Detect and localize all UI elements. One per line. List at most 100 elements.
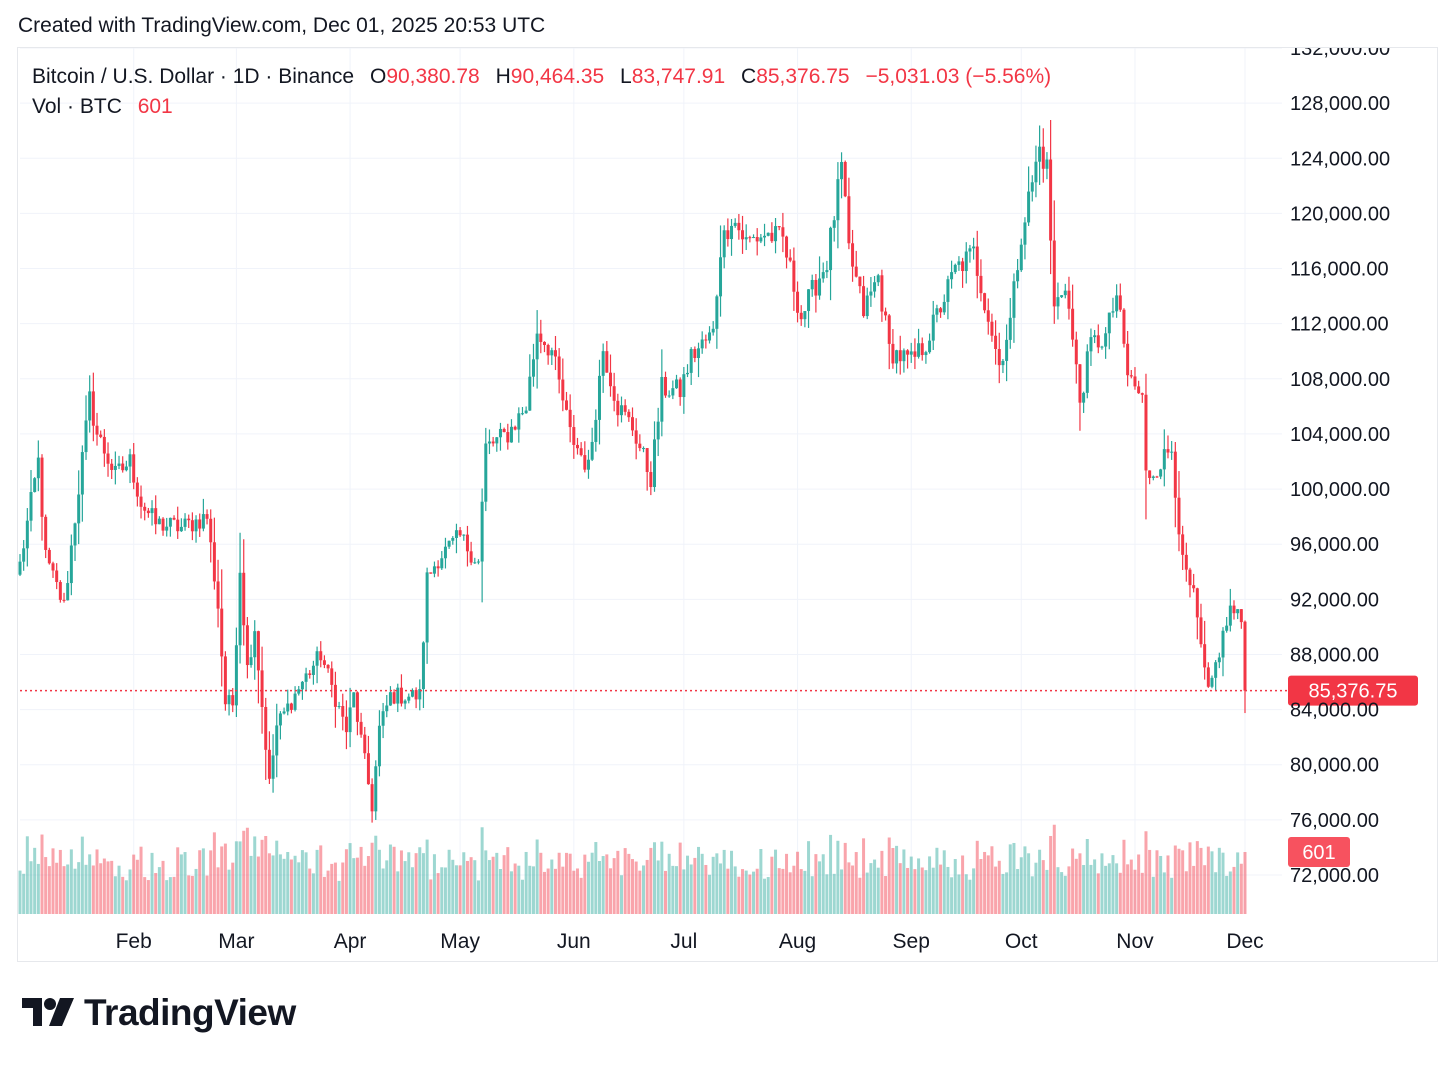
tradingview-logo[interactable]: TradingView: [22, 992, 296, 1034]
price-tick-label: 84,000.00: [1290, 700, 1379, 722]
candle-body: [568, 409, 572, 428]
volume-bar: [876, 867, 880, 914]
last-volume-badge: [1288, 837, 1350, 867]
candle-body: [1221, 630, 1225, 658]
candle-body: [267, 749, 271, 779]
candle-body: [1162, 449, 1166, 470]
volume-bar: [924, 870, 928, 914]
candle-body: [612, 386, 616, 401]
candle-body: [341, 706, 345, 717]
time-tick-label: Sep: [893, 930, 930, 953]
candle-body: [873, 282, 877, 292]
candle-body: [484, 443, 488, 502]
volume-bar: [531, 866, 535, 914]
candle-body: [1232, 605, 1236, 614]
candle-body: [653, 439, 657, 488]
volume-bar: [300, 850, 304, 914]
candle-body: [586, 459, 590, 470]
volume-bar: [341, 862, 345, 914]
volume-bar: [1038, 849, 1042, 914]
volume-bar: [517, 865, 521, 914]
candle-body: [722, 230, 726, 258]
candle-body: [212, 542, 216, 582]
candle-body: [84, 420, 88, 453]
candle-body: [821, 272, 825, 279]
price-chart[interactable]: 85,376.75 601 132,000.00 128,000.00 124,000…: [18, 48, 1437, 961]
candle-body: [447, 540, 451, 547]
candle-body: [994, 335, 998, 350]
volume-bar: [752, 871, 756, 914]
candle-body: [25, 520, 29, 549]
candle-body: [150, 508, 154, 514]
volume-bar: [366, 856, 370, 914]
candle-body: [278, 713, 282, 726]
volume-bar: [803, 870, 807, 914]
volume-bar: [256, 856, 260, 914]
candle-body: [161, 518, 165, 531]
price-tick-label: 108,000.00: [1290, 369, 1390, 391]
volume-bar: [414, 853, 418, 914]
tradingview-logo-icon: [22, 998, 74, 1026]
candle-body: [80, 452, 84, 495]
candle-body: [781, 227, 785, 237]
candle-body: [1089, 337, 1093, 352]
candle-body: [763, 235, 767, 238]
volume-bar: [1067, 866, 1071, 914]
volume-bar: [953, 859, 957, 914]
volume-bar: [165, 880, 169, 914]
candle-body: [36, 457, 40, 479]
candle-body: [700, 339, 704, 349]
candle-body: [1074, 339, 1078, 365]
volume-bar: [289, 859, 293, 914]
volume-bar: [535, 839, 539, 914]
volume-bar: [58, 849, 62, 914]
volume-bar: [737, 876, 741, 914]
volume-bar: [267, 853, 271, 914]
candle-body: [271, 755, 275, 779]
candle-body: [1122, 309, 1126, 344]
price-axis[interactable]: 132,000.00 128,000.00 124,000.00 120,000.00…: [1290, 48, 1390, 887]
candle-body: [183, 518, 187, 527]
volume-bar: [895, 845, 899, 914]
time-tick-label: Jun: [557, 930, 591, 953]
candle-body: [333, 684, 337, 707]
candle-body: [385, 705, 389, 712]
last-volume-label: 601: [1302, 842, 1335, 864]
volume-bar: [1184, 871, 1188, 914]
candle-body: [843, 161, 847, 197]
volume-bar: [106, 861, 110, 914]
candle-body: [392, 692, 396, 704]
candle-body: [308, 673, 312, 675]
chart-frame[interactable]: 85,376.75 601 132,000.00 128,000.00 124,000…: [17, 47, 1438, 962]
symbol-title[interactable]: Bitcoin / U.S. Dollar · 1D · Binance: [32, 65, 355, 88]
volume-bar: [799, 869, 803, 914]
volume-bar: [858, 877, 862, 914]
volume-bar: [550, 859, 554, 914]
volume-bar: [645, 859, 649, 914]
candle-body: [528, 376, 532, 411]
volume-bar: [121, 876, 125, 914]
volume-bar: [18, 870, 22, 914]
candle-body: [950, 272, 954, 280]
candle-body: [957, 261, 961, 265]
candle-body: [1140, 393, 1144, 395]
candle-body: [1133, 376, 1137, 387]
volume-bar: [1034, 862, 1038, 914]
candle-body: [220, 608, 224, 657]
volume-bar: [99, 863, 103, 914]
volume-bar: [557, 852, 561, 914]
candle-body: [851, 243, 855, 267]
candle-body: [319, 651, 323, 661]
candle-body: [146, 510, 150, 514]
volume-bar: [40, 834, 44, 914]
time-axis[interactable]: Feb Mar Apr May Jun Jul Aug Sep Oct Nov Dec: [116, 930, 1264, 953]
volume-bar: [1140, 872, 1144, 914]
candle-body: [777, 226, 781, 228]
volume-label[interactable]: Vol · BTC: [32, 95, 122, 118]
volume-bar: [594, 842, 598, 914]
candle-body: [715, 296, 719, 329]
candle-body: [1041, 146, 1045, 169]
candle-body: [564, 400, 568, 410]
volume-bar: [1012, 842, 1016, 914]
candle-body: [66, 583, 70, 601]
